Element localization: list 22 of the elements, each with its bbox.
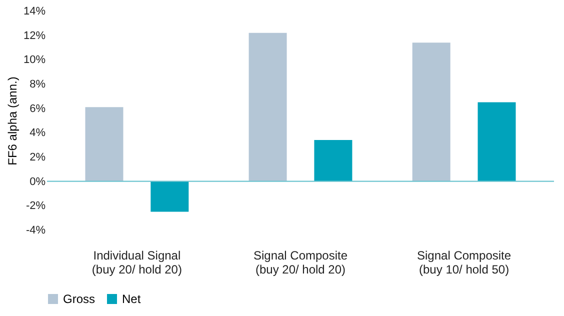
- y-tick-label: 2%: [30, 152, 46, 164]
- bar: [85, 107, 124, 182]
- y-tick-label: -2%: [26, 200, 46, 212]
- bar: [314, 140, 352, 182]
- y-axis-title: FF6 alpha (ann.): [5, 76, 20, 166]
- legend-label: Gross: [63, 292, 96, 306]
- y-tick-label: 6%: [30, 102, 46, 115]
- bar: [478, 102, 516, 182]
- legend-label: Net: [122, 292, 142, 306]
- y-tick-label: 0%: [30, 176, 46, 188]
- y-tick-label: 14%: [23, 6, 46, 18]
- y-tick-label: 10%: [23, 54, 46, 66]
- y-tick-label: -4%: [26, 224, 46, 236]
- x-tick-label: Signal Composite (buy 20/ hold 20): [253, 248, 348, 276]
- bar: [248, 32, 287, 182]
- bar: [412, 42, 450, 182]
- x-tick-label: Signal Composite (buy 10/ hold 50): [417, 248, 512, 276]
- x-tick-label: Individual Signal (buy 20/ hold 20): [92, 248, 182, 276]
- y-tick-label: 4%: [30, 127, 46, 140]
- bar: [150, 181, 189, 212]
- y-tick-label: 12%: [23, 30, 46, 42]
- y-tick-label: 8%: [30, 78, 46, 90]
